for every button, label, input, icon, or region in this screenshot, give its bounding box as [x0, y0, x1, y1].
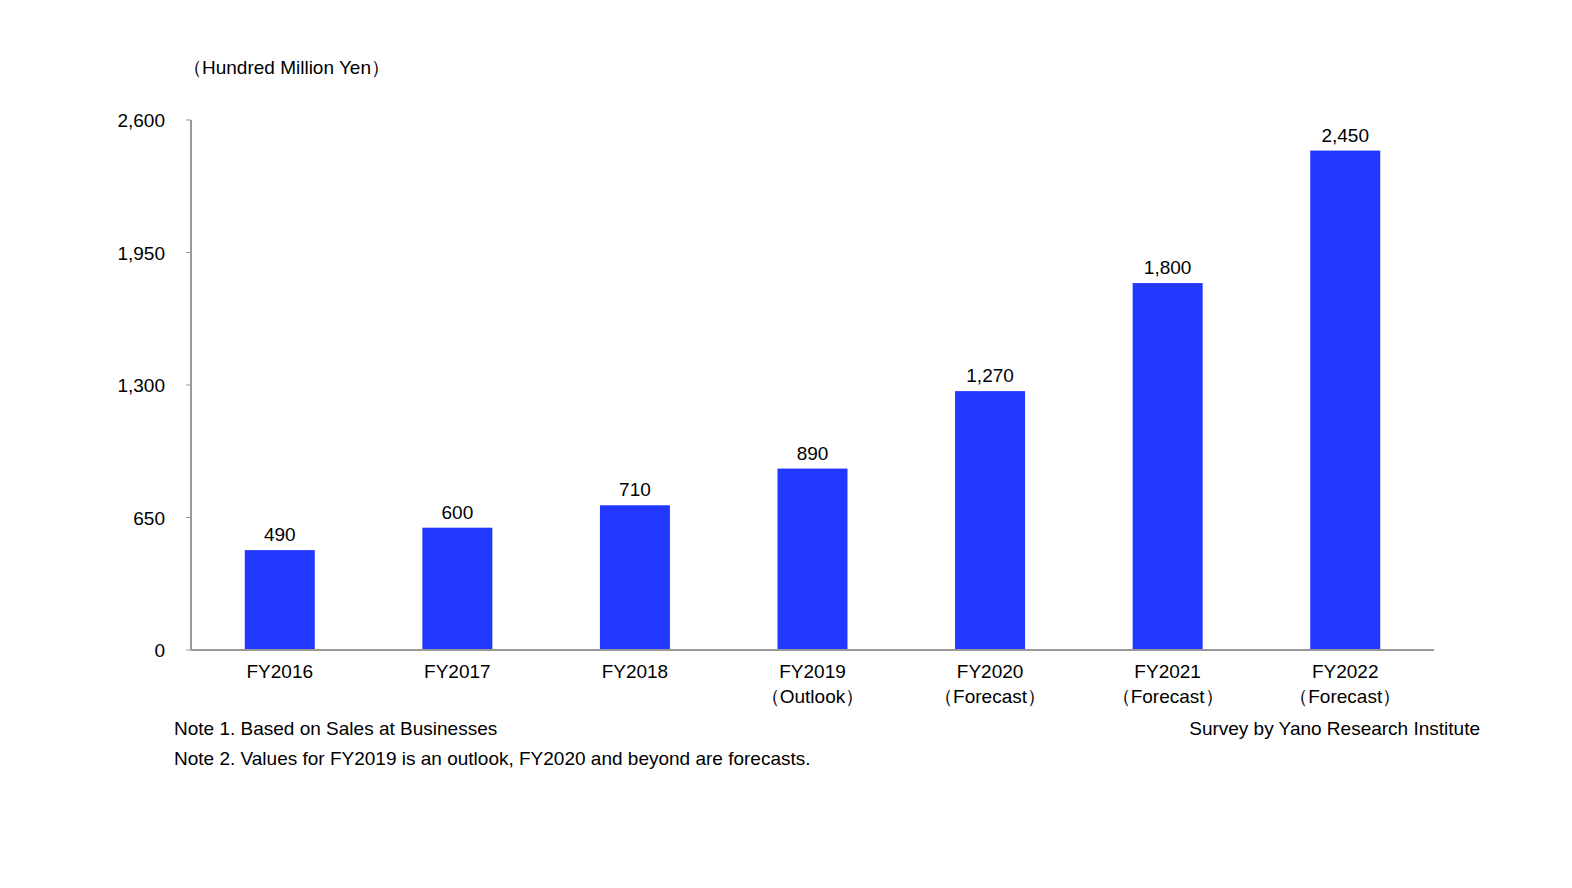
- data-label: 600: [442, 502, 474, 523]
- y-axis-label: （Hundred Million Yen）: [183, 57, 390, 78]
- x-tick-label-line: FY2020: [957, 661, 1024, 682]
- data-label: 1,270: [966, 365, 1014, 386]
- y-tick-label: 1,950: [117, 243, 165, 264]
- y-axis: [190, 120, 192, 650]
- x-tick-label: FY2022 （Forecast）: [1289, 661, 1401, 707]
- x-tick-label: FY2017: [424, 661, 491, 682]
- bar: [778, 469, 848, 650]
- x-axis: [191, 649, 1434, 651]
- chart: （Hundred Million Yen） 0 650 1,300 1,950 2,600…: [0, 0, 1572, 888]
- x-tick-label-line: （Forecast）: [1289, 686, 1401, 707]
- bars: [245, 151, 1380, 650]
- x-tick-label-line: （Forecast）: [934, 686, 1046, 707]
- note: Note 2. Values for FY2019 is an outlook,…: [174, 748, 811, 769]
- x-tick-label-line: FY2021: [1134, 661, 1201, 682]
- note: Note 1. Based on Sales at Businesses: [174, 718, 497, 739]
- x-tick-label-line: FY2022: [1312, 661, 1379, 682]
- y-tick-label: 650: [133, 508, 165, 529]
- x-tick-label-line: FY2016: [247, 661, 314, 682]
- x-tick-label-line: （Forecast）: [1112, 686, 1224, 707]
- x-tick-label-line: （Outlook）: [761, 686, 864, 707]
- bar: [422, 528, 492, 650]
- x-tick-label: FY2016: [247, 661, 314, 682]
- y-tick-label: 1,300: [117, 375, 165, 396]
- data-label: 1,800: [1144, 257, 1192, 278]
- bar: [1310, 151, 1380, 650]
- bar: [1133, 283, 1203, 650]
- x-tick-label: FY2019 （Outlook）: [761, 661, 864, 707]
- x-tick-label: FY2021 （Forecast）: [1112, 661, 1224, 707]
- x-tick-label-line: FY2017: [424, 661, 491, 682]
- x-tick-label: FY2018: [602, 661, 669, 682]
- y-tick-label: 2,600: [117, 110, 165, 131]
- bar: [955, 391, 1025, 650]
- x-tick-label-line: FY2019: [779, 661, 846, 682]
- source: Survey by Yano Research Institute: [1189, 718, 1480, 739]
- bar: [600, 505, 670, 650]
- data-label: 890: [797, 443, 829, 464]
- x-tick-label-line: FY2018: [602, 661, 669, 682]
- data-label: 490: [264, 524, 296, 545]
- y-tick-label: 0: [154, 640, 165, 661]
- data-label: 2,450: [1321, 125, 1369, 146]
- data-label: 710: [619, 479, 651, 500]
- x-tick-label: FY2020 （Forecast）: [934, 661, 1046, 707]
- bar: [245, 550, 315, 650]
